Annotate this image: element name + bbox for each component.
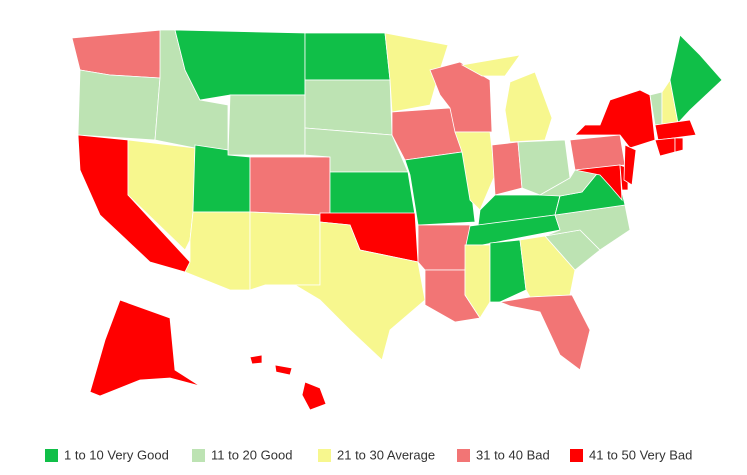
state [249, 156, 331, 216]
state [89, 299, 201, 397]
legend-swatch [318, 449, 331, 462]
state [184, 211, 251, 291]
state [569, 134, 626, 171]
legend-label: 1 to 10 Very Good [64, 447, 169, 462]
state [489, 239, 527, 303]
state [304, 79, 393, 136]
state [544, 204, 631, 251]
state [77, 69, 161, 141]
state [623, 144, 637, 186]
state [460, 54, 521, 77]
state [274, 364, 293, 376]
legend: 1 to 10 Very Good 11 to 20 Good 21 to 30 A… [45, 447, 692, 462]
state [465, 214, 561, 246]
state [669, 34, 723, 124]
state [491, 141, 523, 196]
state [498, 294, 591, 371]
state [174, 29, 306, 101]
state [654, 119, 697, 141]
state [249, 211, 321, 291]
state [301, 381, 327, 411]
state [227, 94, 306, 156]
legend-swatch [45, 449, 58, 462]
state [504, 71, 553, 143]
legend-label: 21 to 30 Average [337, 447, 435, 462]
legend-label: 41 to 50 Very Bad [589, 447, 692, 462]
state [249, 354, 263, 365]
state [674, 137, 684, 153]
legend-label: 11 to 20 Good [211, 447, 292, 462]
state [654, 137, 676, 157]
state [304, 32, 391, 81]
state [574, 164, 623, 202]
state [329, 171, 416, 216]
state [384, 32, 449, 113]
state [417, 224, 471, 271]
legend-swatch [570, 449, 583, 462]
legend-swatch [192, 449, 205, 462]
legend-swatch [457, 449, 470, 462]
legend-label: 31 to 40 Bad [476, 447, 550, 462]
state [574, 89, 656, 149]
states [71, 29, 723, 411]
state [265, 221, 426, 361]
